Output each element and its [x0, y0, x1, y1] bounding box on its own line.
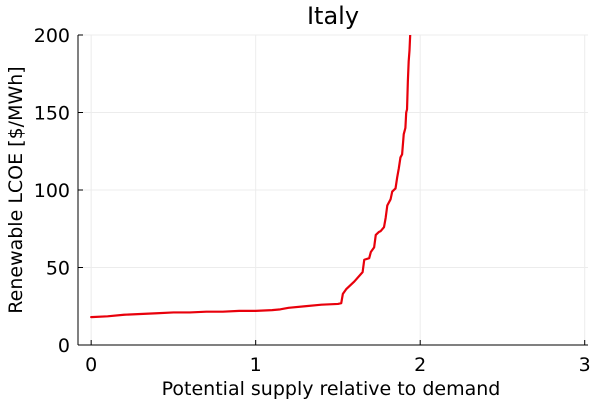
- y-tick-label: 0: [58, 335, 70, 357]
- series-line-0: [90, 35, 412, 319]
- y-tick-label: 50: [46, 258, 70, 280]
- chart-title: Italy: [307, 2, 359, 30]
- x-tick-label: 3: [579, 354, 591, 376]
- y-tick-label: 150: [34, 103, 70, 125]
- y-tick-label: 100: [34, 180, 70, 202]
- x-tick-label: 0: [85, 354, 97, 376]
- series-layer: [90, 35, 412, 319]
- x-tick-label: 2: [414, 354, 426, 376]
- x-axis-title: Potential supply relative to demand: [162, 378, 501, 400]
- y-tick-label: 200: [34, 25, 70, 47]
- y-axis-title: Renewable LCOE [$/MWh]: [5, 66, 27, 313]
- labels: 0 1 2 3 0 50 100 150 200 Italy Potential supply re…: [5, 2, 591, 400]
- x-tick-label: 1: [250, 354, 262, 376]
- axes: [77, 34, 588, 346]
